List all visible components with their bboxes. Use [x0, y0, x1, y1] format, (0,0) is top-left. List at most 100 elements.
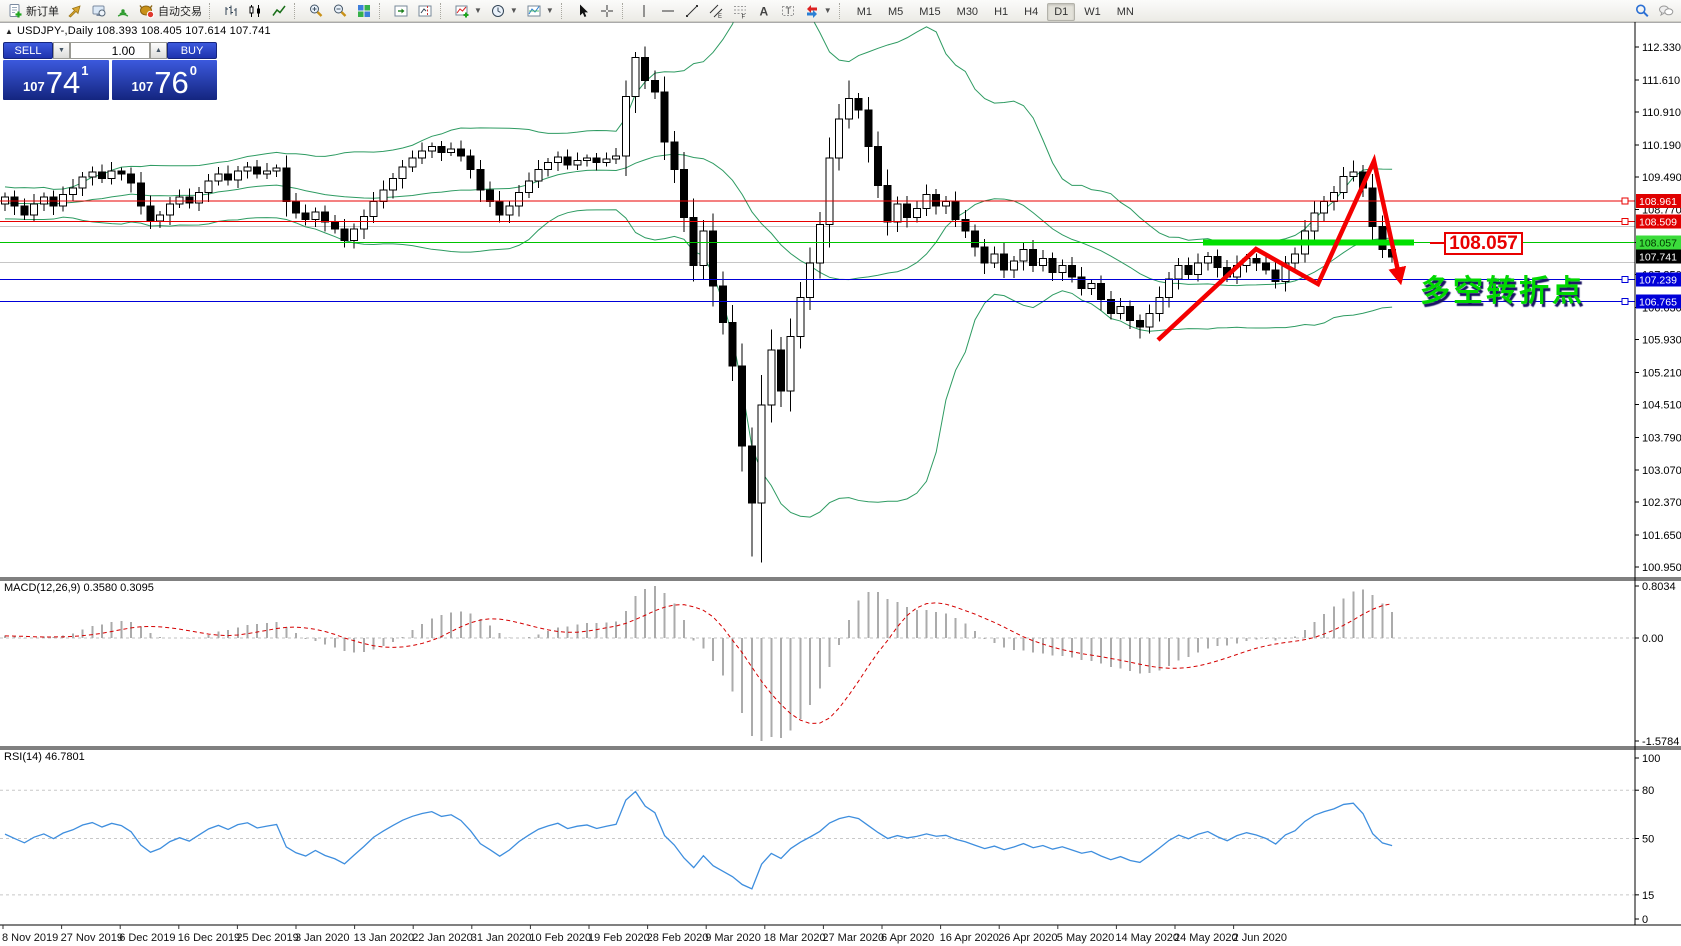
- line-drag-handle[interactable]: [1621, 297, 1629, 305]
- candle: [224, 173, 233, 181]
- candle: [583, 157, 591, 161]
- zoom-in-button[interactable]: [304, 1, 328, 21]
- price-axis-tick-label: 101.650: [1642, 530, 1681, 542]
- candle: [534, 168, 543, 182]
- price-axis-tick-label: 103.070: [1642, 465, 1681, 477]
- bar-chart-icon: [225, 5, 237, 16]
- line-drag-handle[interactable]: [1621, 276, 1629, 284]
- templates-button[interactable]: ▼: [522, 1, 558, 21]
- timeframe-buttons: M1 M5 M15 M30 H1 H4 D1 W1 MN: [849, 2, 1142, 21]
- text-label-button[interactable]: T: [776, 1, 800, 21]
- candle: [495, 200, 504, 216]
- green-zone-segment[interactable]: [1203, 239, 1414, 246]
- rsi-indicator-label: RSI(14) 46.7801: [4, 751, 85, 763]
- candle: [59, 194, 68, 207]
- horizontal-line-button[interactable]: [656, 1, 680, 21]
- periods-button[interactable]: ▼: [486, 1, 522, 21]
- signals-button[interactable]: [111, 1, 135, 21]
- candle: [185, 196, 194, 204]
- timeframe-m1[interactable]: M1: [856, 5, 872, 18]
- candle: [146, 205, 155, 222]
- toolbar-separator: [440, 2, 446, 19]
- candle: [738, 365, 747, 447]
- cursor-button[interactable]: [571, 1, 595, 21]
- candle: [592, 157, 601, 164]
- bar-chart-button[interactable]: [219, 1, 243, 21]
- rsi-axis-label: 0: [1642, 914, 1648, 926]
- time-axis-label: 27 Nov 2019: [61, 932, 123, 944]
- candle: [612, 155, 621, 160]
- candle: [524, 180, 533, 193]
- text-button[interactable]: A: [752, 1, 776, 21]
- candle: [757, 404, 766, 504]
- timeframe-h1[interactable]: H1: [994, 5, 1009, 18]
- volume-input[interactable]: 1.00: [70, 42, 150, 59]
- line-drag-handle[interactable]: [1621, 218, 1629, 226]
- panel-collapse-toggle[interactable]: ▲: [5, 27, 13, 36]
- new-order-button[interactable]: 新订单: [3, 1, 63, 21]
- sell-button[interactable]: SELL: [3, 42, 53, 59]
- timeframe-m5[interactable]: M5: [887, 5, 904, 18]
- time-axis-label: 16 Dec 2019: [178, 932, 240, 944]
- price-callout-108057[interactable]: 108.057: [1444, 232, 1523, 255]
- macd-indicator-label: MACD(12,26,9) 0.3580 0.3095: [4, 582, 154, 594]
- candlestick-chart-button[interactable]: [243, 1, 267, 21]
- macd-axis-label: 0.8034: [1642, 581, 1676, 593]
- candle: [1058, 264, 1067, 273]
- timeframe-h4[interactable]: H4: [1024, 5, 1039, 18]
- candle: [456, 148, 465, 157]
- indicators-button[interactable]: ▼: [450, 1, 486, 21]
- trendline-button[interactable]: [680, 1, 704, 21]
- fibonacci-button[interactable]: F: [728, 1, 752, 21]
- timeframe-d1[interactable]: D1: [1047, 2, 1076, 21]
- red-trend-arrow[interactable]: [1156, 153, 1407, 342]
- terminal-button[interactable]: [87, 1, 111, 21]
- auto-trading-icon: [139, 4, 155, 18]
- candle: [243, 166, 252, 172]
- line-drag-handle[interactable]: [1621, 197, 1629, 205]
- candle: [272, 167, 281, 172]
- candle: [49, 196, 58, 207]
- timeframe-w1[interactable]: W1: [1084, 5, 1101, 18]
- volume-decrease-button[interactable]: ▼: [53, 42, 70, 59]
- chinese-annotation[interactable]: 多空转折点: [1420, 274, 1585, 309]
- fibonacci-icon: F: [733, 5, 746, 19]
- buy-button[interactable]: BUY: [167, 42, 217, 59]
- equidistant-channel-button[interactable]: E: [704, 1, 728, 21]
- candle: [476, 168, 485, 191]
- buy-price-display[interactable]: 107 76 0: [111, 60, 217, 100]
- vertical-line-button[interactable]: [632, 1, 656, 21]
- timeframe-m30[interactable]: M30: [956, 5, 979, 18]
- arrows-icon: [806, 4, 817, 18]
- zoom-out-button[interactable]: [328, 1, 352, 21]
- search-button[interactable]: [1630, 1, 1654, 21]
- timeframe-mn[interactable]: MN: [1116, 5, 1134, 18]
- line-chart-button[interactable]: [267, 1, 291, 21]
- time-axis-label: 13 Jan 2020: [354, 932, 415, 944]
- crosshair-button[interactable]: [595, 1, 619, 21]
- candle: [621, 95, 630, 157]
- tile-windows-button[interactable]: [352, 1, 376, 21]
- arrows-button[interactable]: ▼: [800, 1, 836, 21]
- sell-price-display[interactable]: 107 74 1: [3, 60, 109, 100]
- community-chat-button[interactable]: [1654, 1, 1678, 21]
- chart-shift-button[interactable]: [413, 1, 437, 21]
- candle: [1174, 264, 1183, 280]
- candle: [903, 203, 912, 218]
- volume-increase-button[interactable]: ▲: [150, 42, 167, 59]
- text-icon: A: [759, 4, 768, 18]
- candle: [1349, 171, 1358, 177]
- price-label-box: [1636, 214, 1681, 229]
- auto-scroll-button[interactable]: [389, 1, 413, 21]
- timeframe-m15[interactable]: M15: [919, 5, 941, 18]
- price-label-text: 108.057: [1639, 237, 1677, 249]
- candle: [1184, 264, 1193, 276]
- candle: [1291, 253, 1300, 264]
- macd-panel: 0.8034 0.00 -1.5784: [0, 581, 1679, 748]
- metaeditor-button[interactable]: [63, 1, 87, 21]
- candle: [980, 246, 989, 264]
- price-axis-tick-label: 110.910: [1642, 107, 1681, 119]
- auto-trading-button[interactable]: 自动交易: [135, 1, 206, 21]
- candle: [262, 170, 271, 175]
